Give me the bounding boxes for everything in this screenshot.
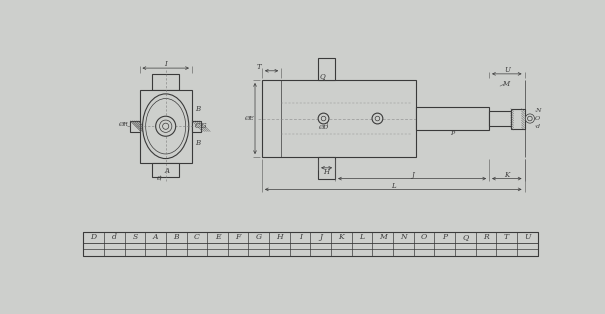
Text: F: F	[235, 233, 241, 241]
Text: M: M	[503, 80, 509, 88]
Text: I: I	[299, 233, 302, 241]
Bar	[318, 58, 335, 80]
Text: K: K	[339, 233, 344, 241]
Text: ØE: ØE	[244, 116, 253, 121]
Bar	[152, 74, 179, 90]
Text: D: D	[91, 233, 97, 241]
Text: T: T	[257, 63, 261, 71]
Text: ØD: ØD	[318, 125, 328, 130]
Text: ØR: ØR	[117, 122, 128, 127]
Text: O: O	[421, 233, 427, 241]
Text: G: G	[201, 122, 206, 130]
Text: U: U	[524, 233, 531, 241]
Text: U: U	[504, 66, 510, 74]
Circle shape	[318, 113, 329, 124]
Circle shape	[160, 120, 172, 133]
Ellipse shape	[146, 99, 186, 154]
Circle shape	[375, 116, 380, 121]
Circle shape	[372, 113, 383, 124]
Bar	[83, 232, 538, 256]
Circle shape	[155, 116, 175, 136]
Text: L: L	[391, 181, 396, 190]
Circle shape	[525, 114, 534, 123]
Text: d: d	[112, 233, 117, 241]
Bar	[192, 121, 201, 132]
Text: A: A	[153, 233, 159, 241]
Text: H: H	[324, 168, 330, 176]
Text: J: J	[411, 171, 413, 179]
Text: P: P	[450, 132, 454, 136]
Text: B: B	[195, 139, 200, 147]
Text: d: d	[535, 124, 540, 129]
Text: A: A	[165, 167, 170, 175]
Bar	[318, 157, 335, 179]
Text: J: J	[319, 233, 322, 241]
Text: R: R	[483, 233, 489, 241]
Text: N: N	[400, 233, 407, 241]
Text: O: O	[535, 116, 540, 121]
Bar	[416, 107, 489, 130]
Text: C: C	[194, 233, 200, 241]
Bar	[511, 109, 525, 128]
Text: P: P	[442, 233, 447, 241]
Text: N: N	[535, 108, 540, 113]
Bar	[130, 121, 140, 132]
Text: C: C	[195, 122, 200, 130]
Bar	[140, 90, 192, 163]
Bar	[152, 163, 179, 177]
Text: B: B	[174, 233, 179, 241]
Text: Q: Q	[319, 72, 325, 80]
Text: H: H	[276, 233, 283, 241]
Text: B: B	[195, 105, 200, 113]
Ellipse shape	[143, 94, 189, 159]
Circle shape	[528, 116, 532, 121]
Text: S: S	[132, 233, 137, 241]
Text: L: L	[359, 233, 365, 241]
Text: M: M	[379, 233, 387, 241]
Text: G: G	[256, 233, 262, 241]
Text: Q: Q	[462, 233, 468, 241]
Circle shape	[163, 123, 169, 129]
Text: Ø: Ø	[155, 176, 160, 181]
Text: E: E	[215, 233, 220, 241]
Text: T: T	[504, 233, 509, 241]
Text: K: K	[504, 171, 509, 179]
Text: I: I	[165, 60, 167, 68]
Bar	[489, 111, 511, 126]
Bar	[262, 80, 416, 157]
Circle shape	[321, 116, 326, 121]
